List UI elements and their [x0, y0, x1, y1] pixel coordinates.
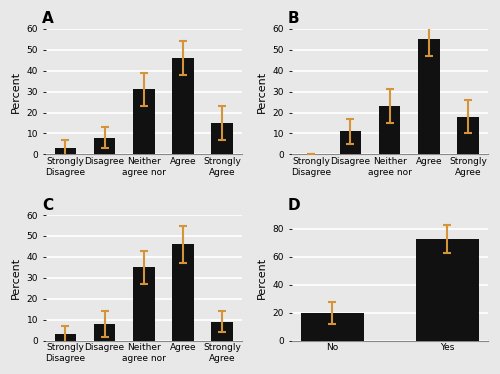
Text: C: C	[42, 197, 53, 212]
Bar	[94, 324, 116, 341]
Bar	[379, 106, 400, 154]
Bar	[54, 334, 76, 341]
Bar	[133, 89, 154, 154]
Bar	[212, 322, 233, 341]
Bar	[212, 123, 233, 154]
Bar	[54, 148, 76, 154]
Bar	[457, 117, 478, 154]
Bar	[416, 239, 478, 341]
Y-axis label: Percent: Percent	[11, 257, 21, 299]
Y-axis label: Percent: Percent	[257, 257, 267, 299]
Bar	[133, 267, 154, 341]
Bar	[172, 244, 194, 341]
Text: D: D	[288, 197, 300, 212]
Text: A: A	[42, 11, 54, 26]
Bar	[418, 39, 440, 154]
Y-axis label: Percent: Percent	[11, 71, 21, 113]
Bar	[172, 58, 194, 154]
Y-axis label: Percent: Percent	[257, 71, 267, 113]
Bar	[300, 313, 364, 341]
Bar	[340, 131, 361, 154]
Bar	[94, 138, 116, 154]
Text: B: B	[288, 11, 300, 26]
